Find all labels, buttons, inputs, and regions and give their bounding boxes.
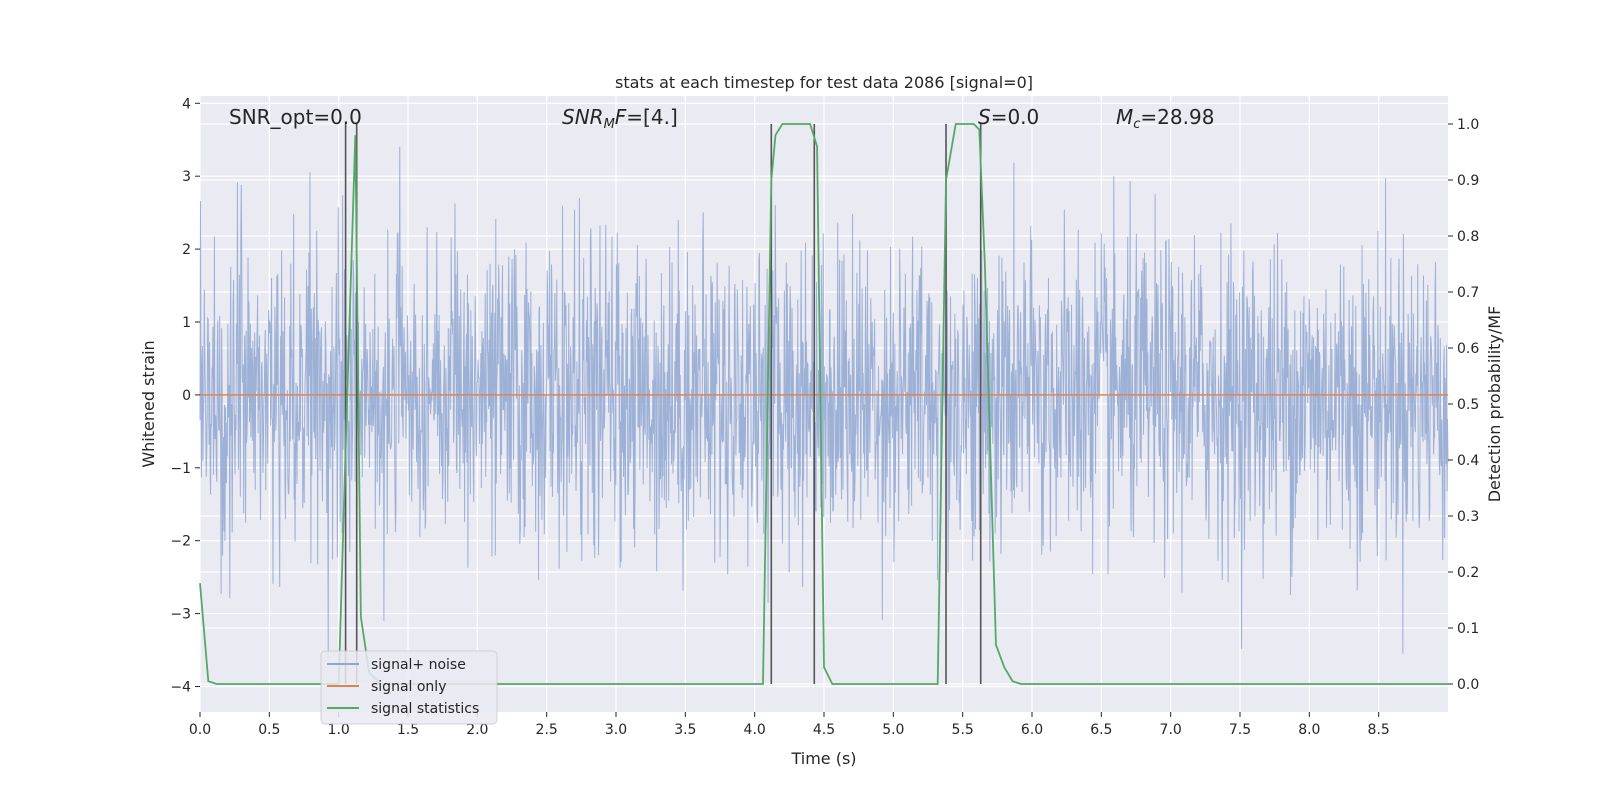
x-tick-label: 0.0 [189, 722, 211, 738]
signal-noise-line [199, 146, 1449, 659]
y-left-tick-label: 0 [182, 388, 191, 404]
x-tick-label: 5.5 [952, 722, 974, 738]
x-tick-label: 2.5 [536, 722, 558, 738]
x-tick-label: 4.5 [813, 722, 835, 738]
legend-label-signal-noise: signal+ noise [371, 657, 466, 673]
x-tick-label: 5.0 [882, 722, 904, 738]
y-left-tick-label: −1 [170, 461, 191, 477]
x-tick-label: 1.0 [328, 722, 350, 738]
annotation-snr-mf: SNRMF=[4.] [562, 105, 678, 132]
x-tick-label: 1.5 [397, 722, 419, 738]
y-right-tick-label: 0.1 [1457, 621, 1479, 637]
y-right-tick-label: 0.4 [1457, 453, 1479, 469]
x-tick-label: 7.0 [1160, 722, 1182, 738]
annotation-snr-opt: SNR_opt=0.0 [229, 105, 362, 129]
y-left-tick-label: −2 [170, 534, 191, 550]
signal-statistics-line [199, 123, 1448, 685]
annotations: SNR_opt=0.0 SNRMF=[4.] S=0.0 Mc=28.98 [229, 105, 1214, 132]
annotation-s: S=0.0 [978, 105, 1039, 129]
y-right-tick-label: 0.6 [1457, 341, 1479, 357]
y-right-tick-label: 0.8 [1457, 229, 1479, 245]
x-axis-label: Time (s) [790, 749, 856, 768]
y-left-axis-ticks: 4 3 2 1 0 −1 −2 −3 −4 [170, 96, 200, 695]
y-right-tick-label: 0.0 [1457, 677, 1479, 693]
y-left-tick-label: −4 [170, 679, 191, 695]
legend-label-signal-statistics: signal statistics [371, 701, 479, 717]
series-signal-noise [199, 146, 1449, 659]
y-right-tick-label: 1.0 [1457, 117, 1479, 133]
y-right-tick-label: 0.3 [1457, 509, 1479, 525]
y-left-tick-label: 2 [182, 242, 191, 258]
y-right-tick-label: 0.9 [1457, 173, 1479, 189]
x-axis-ticks: 0.0 0.5 1.0 1.5 2.0 2.5 3.0 3.5 4.0 4.5 5.0 5.5 6.0 6… [189, 712, 1390, 738]
series-signal-statistics [199, 123, 1448, 685]
annotation-mc: Mc=28.98 [1116, 105, 1214, 132]
y-left-tick-label: −3 [170, 607, 191, 623]
y-right-axis-label: Detection probability/MF [1485, 306, 1504, 503]
x-tick-label: 8.0 [1298, 722, 1320, 738]
x-tick-label: 3.5 [674, 722, 696, 738]
y-right-tick-label: 0.7 [1457, 285, 1479, 301]
y-right-tick-label: 0.2 [1457, 565, 1479, 581]
y-left-tick-label: 1 [182, 315, 191, 331]
legend-box [320, 650, 498, 725]
x-tick-label: 0.5 [258, 722, 280, 738]
x-tick-label: 2.0 [466, 722, 488, 738]
legend: signal+ noise signal only signal statist… [320, 650, 498, 725]
x-tick-label: 4.0 [744, 722, 766, 738]
y-left-axis-label: Whitened strain [139, 340, 158, 467]
x-tick-label: 3.0 [605, 722, 627, 738]
x-tick-label: 6.0 [1021, 722, 1043, 738]
y-left-tick-label: 4 [182, 96, 191, 112]
y-right-tick-label: 0.5 [1457, 397, 1479, 413]
x-tick-label: 7.5 [1229, 722, 1251, 738]
legend-label-signal-only: signal only [371, 679, 446, 695]
y-right-axis-ticks: 1.0 0.9 0.8 0.7 0.6 0.5 0.4 0.3 0.2 0.1 0.0 [1448, 117, 1479, 693]
x-tick-label: 6.5 [1090, 722, 1112, 738]
x-tick-label: 8.5 [1368, 722, 1390, 738]
chart-title: stats at each timestep for test data 208… [615, 73, 1033, 92]
y-left-tick-label: 3 [182, 169, 191, 185]
